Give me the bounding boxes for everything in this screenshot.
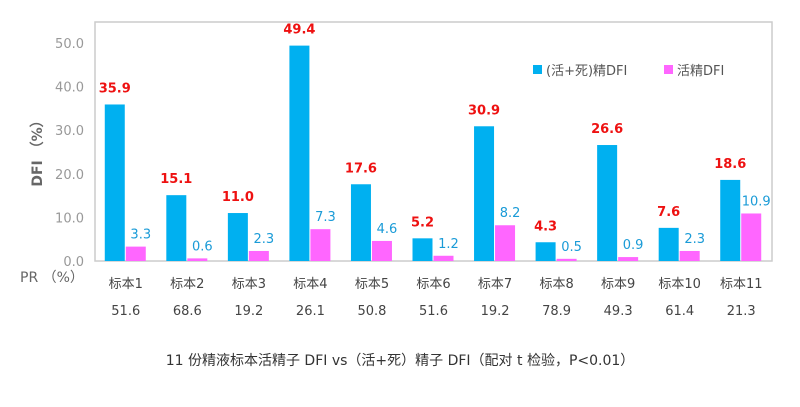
legend-label: (活+死)精DFI <box>546 64 627 79</box>
data-label: 26.6 <box>591 122 623 137</box>
data-label: 0.6 <box>192 239 213 254</box>
x-tick-label: 标本9 <box>601 277 635 292</box>
bar <box>125 246 146 261</box>
y-tick-label: 20.0 <box>55 168 84 183</box>
pr-value: 51.6 <box>419 304 448 319</box>
bar <box>658 227 679 261</box>
y-tick-label: 30.0 <box>55 124 84 139</box>
y-tick-label: 50.0 <box>55 37 84 52</box>
bar <box>679 250 700 261</box>
legend-swatch <box>533 65 542 74</box>
data-label: 7.3 <box>315 210 336 225</box>
bar <box>535 242 556 261</box>
x-tick-label: 标本2 <box>170 277 204 292</box>
bar <box>350 184 371 261</box>
data-label: 8.2 <box>500 206 521 221</box>
y-tick-label: 0.0 <box>63 255 84 270</box>
y-tick-label: 10.0 <box>55 211 84 226</box>
bar <box>474 126 495 261</box>
pr-value: 61.4 <box>665 304 694 319</box>
x-tick-label: 标本8 <box>539 277 573 292</box>
chart-title: 11 份精液标本活精子 DFI vs（活+死）精子 DFI（配对 t 检验，P<… <box>166 353 635 369</box>
data-label: 15.1 <box>160 172 192 187</box>
bar <box>618 257 639 261</box>
pr-label: PR （%） <box>20 270 84 286</box>
data-label: 11.0 <box>222 190 254 205</box>
data-label: 5.2 <box>411 215 434 230</box>
bar <box>289 45 310 262</box>
bar <box>310 229 331 261</box>
data-label: 4.6 <box>377 222 398 237</box>
pr-value: 68.6 <box>173 304 202 319</box>
pr-value: 78.9 <box>542 304 571 319</box>
pr-value: 49.3 <box>604 304 633 319</box>
bar <box>227 213 248 261</box>
x-tick-label: 标本4 <box>293 277 327 292</box>
x-tick-label: 标本6 <box>416 277 450 292</box>
bar <box>433 255 454 261</box>
bar <box>371 240 392 261</box>
pr-value: 19.2 <box>234 304 263 319</box>
data-label: 7.6 <box>657 205 680 220</box>
legend-swatch <box>664 65 673 74</box>
data-label: 10.9 <box>742 194 771 209</box>
data-label: 35.9 <box>99 81 131 96</box>
data-label: 17.6 <box>345 161 377 176</box>
bar <box>166 195 187 261</box>
pr-value: 50.8 <box>357 304 386 319</box>
data-label: 1.2 <box>438 237 459 252</box>
bar <box>741 213 762 261</box>
data-label: 4.3 <box>534 219 557 234</box>
data-label: 0.5 <box>561 240 582 255</box>
pr-value: 19.2 <box>481 304 510 319</box>
data-label: 3.3 <box>130 228 151 243</box>
bar <box>104 104 125 261</box>
data-label: 0.9 <box>623 238 644 253</box>
x-tick-label: 标本11 <box>720 277 763 292</box>
data-label: 30.9 <box>468 103 500 118</box>
pr-value: 51.6 <box>111 304 140 319</box>
bar <box>412 238 433 261</box>
bar <box>597 145 618 261</box>
bar <box>248 250 269 261</box>
bar <box>720 179 741 261</box>
x-tick-label: 标本3 <box>232 277 266 292</box>
data-label: 49.4 <box>283 23 315 38</box>
x-tick-label: 标本10 <box>658 277 701 292</box>
x-tick-label: 标本1 <box>109 277 143 292</box>
x-tick-label: 标本5 <box>355 277 389 292</box>
data-label: 18.6 <box>714 157 746 172</box>
bar <box>187 258 208 261</box>
pr-value: 21.3 <box>727 304 756 319</box>
legend-label: 活精DFI <box>677 64 724 79</box>
bar <box>495 225 516 261</box>
pr-value: 26.1 <box>296 304 325 319</box>
bar <box>556 258 577 261</box>
data-label: 2.3 <box>684 232 705 247</box>
x-tick-label: 标本7 <box>478 277 512 292</box>
y-axis-label: DFI （%） <box>30 113 46 186</box>
data-label: 2.3 <box>254 232 275 247</box>
y-tick-label: 40.0 <box>55 81 84 96</box>
